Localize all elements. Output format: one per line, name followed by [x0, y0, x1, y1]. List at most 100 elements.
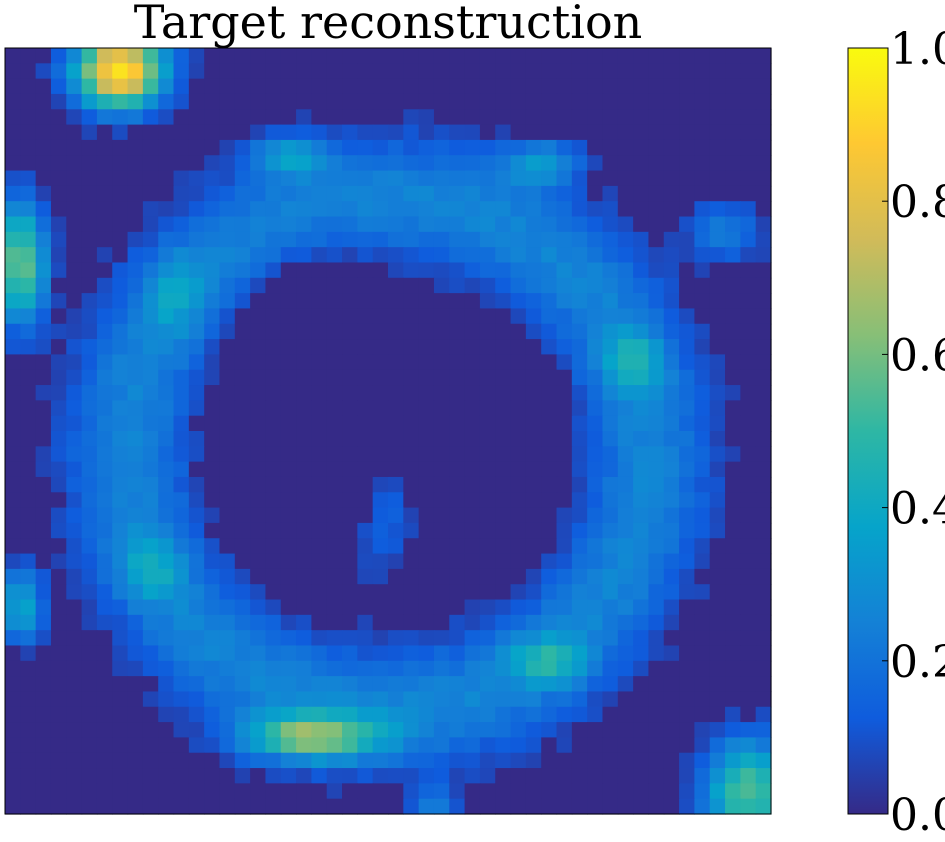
- heatmap-cell: [679, 385, 695, 401]
- heatmap-cell: [663, 431, 680, 447]
- heatmap-cell: [679, 706, 695, 723]
- heatmap-cell: [188, 706, 205, 723]
- heatmap-cell: [234, 185, 251, 202]
- heatmap-cell: [5, 201, 21, 218]
- heatmap-cell: [602, 124, 619, 141]
- heatmap-cell: [433, 461, 450, 478]
- heatmap-cell: [571, 630, 588, 647]
- heatmap-cell: [96, 63, 113, 80]
- heatmap-cell: [280, 722, 297, 738]
- heatmap-cell: [525, 201, 542, 218]
- heatmap-cell: [173, 461, 190, 478]
- heatmap-cell: [525, 155, 542, 172]
- heatmap-cell: [311, 706, 328, 723]
- heatmap-cell: [740, 109, 757, 126]
- heatmap-cell: [112, 538, 129, 555]
- heatmap-cell: [158, 706, 175, 723]
- heatmap-cell: [725, 645, 741, 662]
- heatmap-cell: [250, 369, 267, 386]
- heatmap-cell: [204, 262, 221, 279]
- heatmap-cell: [587, 691, 604, 708]
- heatmap-cell: [81, 277, 98, 294]
- heatmap-cell: [265, 538, 282, 555]
- heatmap-cell: [648, 645, 665, 662]
- heatmap-cell: [127, 676, 144, 693]
- heatmap-cell: [234, 691, 251, 708]
- heatmap-cell: [219, 231, 236, 248]
- heatmap-cell: [740, 522, 757, 539]
- heatmap-cell: [311, 124, 328, 141]
- heatmap-cell: [35, 507, 52, 524]
- heatmap-cell: [541, 139, 558, 156]
- heatmap-cell: [127, 538, 144, 555]
- heatmap-cell: [326, 293, 343, 310]
- heatmap-cell: [127, 109, 144, 126]
- heatmap-cell: [234, 737, 251, 754]
- heatmap-cell: [449, 768, 466, 784]
- heatmap-cell: [142, 308, 159, 325]
- heatmap-cell: [679, 660, 695, 677]
- heatmap-cell: [372, 461, 389, 478]
- heatmap-cell: [648, 293, 665, 310]
- heatmap-cell: [479, 706, 496, 723]
- heatmap-cell: [142, 170, 159, 187]
- heatmap-cell: [433, 124, 450, 141]
- heatmap-cell: [633, 614, 650, 631]
- heatmap-cell: [342, 630, 358, 647]
- heatmap-cell: [265, 660, 282, 677]
- heatmap-cell: [495, 185, 512, 202]
- heatmap-cell: [173, 170, 190, 187]
- heatmap-cell: [66, 737, 83, 754]
- heatmap-cell: [479, 630, 496, 647]
- heatmap-cell: [388, 216, 404, 233]
- heatmap-cell: [112, 109, 129, 126]
- heatmap-cell: [633, 323, 650, 340]
- heatmap-cell: [663, 676, 680, 693]
- heatmap-cell: [342, 354, 358, 371]
- heatmap-cell: [280, 461, 297, 478]
- heatmap-cell: [5, 385, 21, 401]
- heatmap-cell: [280, 400, 297, 417]
- heatmap-cell: [648, 492, 665, 509]
- heatmap-cell: [495, 201, 512, 218]
- heatmap-cell: [81, 247, 98, 264]
- heatmap-cell: [250, 737, 267, 754]
- heatmap-cell: [50, 752, 67, 769]
- heatmap-cell: [449, 78, 466, 95]
- heatmap-cell: [357, 277, 374, 294]
- heatmap-cell: [5, 354, 21, 371]
- heatmap-cell: [617, 752, 634, 769]
- heatmap-cell: [495, 124, 512, 141]
- heatmap-cell: [158, 568, 175, 585]
- heatmap-cell: [204, 737, 221, 754]
- heatmap-cell: [372, 706, 389, 723]
- heatmap-cell: [326, 476, 343, 493]
- heatmap-cell: [403, 752, 420, 769]
- heatmap-cell: [234, 139, 251, 156]
- heatmap-cell: [342, 201, 358, 218]
- heatmap-cell: [709, 660, 726, 677]
- heatmap-cell: [265, 768, 282, 784]
- heatmap-cell: [433, 139, 450, 156]
- heatmap-cell: [740, 783, 757, 800]
- heatmap-cell: [617, 323, 634, 340]
- heatmap-cell: [280, 354, 297, 371]
- heatmap-cell: [525, 783, 542, 800]
- heatmap-cell: [342, 277, 358, 294]
- heatmap-cell: [188, 538, 205, 555]
- heatmap-cell: [725, 293, 741, 310]
- heatmap-cell: [740, 415, 757, 432]
- heatmap-cell: [403, 676, 420, 693]
- heatmap-cell: [541, 201, 558, 218]
- heatmap-cell: [265, 354, 282, 371]
- heatmap-cell: [525, 415, 542, 432]
- heatmap-cell: [403, 798, 420, 815]
- heatmap-cell: [127, 507, 144, 524]
- heatmap-cell: [234, 630, 251, 647]
- heatmap-cell: [449, 323, 466, 340]
- heatmap-cell: [204, 431, 221, 447]
- heatmap-cell: [265, 231, 282, 248]
- heatmap-cell: [219, 538, 236, 555]
- heatmap-cell: [35, 446, 52, 463]
- heatmap-cell: [127, 553, 144, 570]
